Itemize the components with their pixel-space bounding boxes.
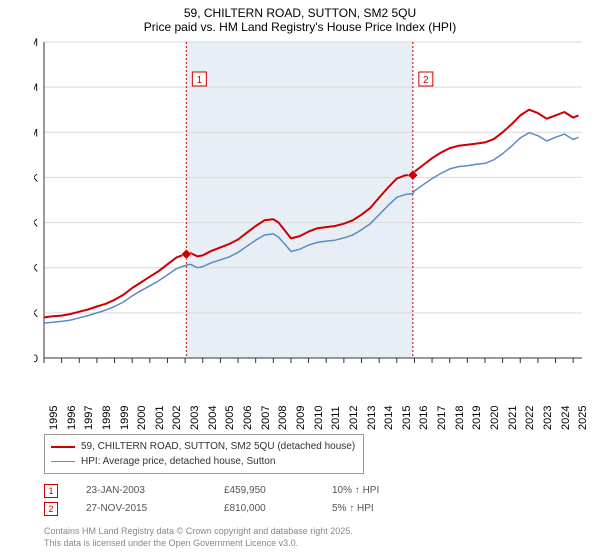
svg-text:£200K: £200K (34, 308, 39, 320)
x-tick-label: 2014 (383, 406, 395, 430)
sales-table: 1 23-JAN-2003 £459,950 10% ↑ HPI 2 27-NOV-201… (44, 482, 600, 518)
x-tick-label: 2013 (366, 406, 378, 430)
chart-plot-area: £0 £200K £400K £600K £800K £1M £1.2M £1.4M 1 2 (34, 38, 594, 378)
chart-title: 59, CHILTERN ROAD, SUTTON, SM2 5QU (0, 6, 600, 20)
x-tick-label: 2025 (577, 406, 589, 430)
x-tick-label: 2006 (242, 406, 254, 430)
x-tick-label: 2011 (330, 406, 342, 430)
x-tick-label: 2004 (207, 406, 219, 430)
svg-text:£1M: £1M (34, 127, 38, 139)
x-tick-label: 2003 (189, 406, 201, 430)
x-tick-label: 1996 (66, 406, 78, 430)
title-block: 59, CHILTERN ROAD, SUTTON, SM2 5QU Price… (0, 0, 600, 38)
x-tick-label: 2009 (295, 406, 307, 430)
svg-text:£1.4M: £1.4M (34, 38, 38, 49)
svg-text:2: 2 (423, 75, 429, 86)
svg-text:£800K: £800K (34, 172, 39, 184)
x-tick-label: 2000 (136, 406, 148, 430)
sale-date: 27-NOV-2015 (86, 500, 196, 518)
x-tick-label: 2008 (277, 406, 289, 430)
sale-row: 2 27-NOV-2015 £810,000 5% ↑ HPI (44, 500, 600, 518)
x-tick-label: 2022 (524, 406, 536, 430)
x-tick-label: 2005 (224, 406, 236, 430)
x-tick-label: 2012 (348, 406, 360, 430)
svg-text:£0: £0 (34, 353, 38, 365)
chart-container: 59, CHILTERN ROAD, SUTTON, SM2 5QU Price… (0, 0, 600, 560)
x-tick-label: 2015 (401, 406, 413, 430)
x-tick-label: 2019 (471, 406, 483, 430)
svg-text:1: 1 (197, 75, 203, 86)
x-tick-label: 1995 (48, 406, 60, 430)
svg-text:£1.2M: £1.2M (34, 82, 38, 94)
x-tick-label: 2017 (436, 406, 448, 430)
sale-price: £810,000 (224, 500, 304, 518)
x-tick-label: 2018 (454, 406, 466, 430)
footnote: Contains HM Land Registry data © Crown c… (44, 526, 600, 549)
x-tick-label: 2001 (154, 406, 166, 430)
sale-date: 23-JAN-2003 (86, 482, 196, 500)
chart-subtitle: Price paid vs. HM Land Registry's House … (0, 20, 600, 34)
x-tick-label: 1997 (83, 406, 95, 430)
legend-label: HPI: Average price, detached house, Sutt… (81, 454, 275, 469)
sale-marker-number: 1 (44, 484, 58, 498)
x-tick-label: 2024 (560, 406, 572, 430)
x-tick-label: 2020 (489, 406, 501, 430)
sale-pct-vs-hpi: 5% ↑ HPI (332, 500, 422, 518)
footnote-line-1: Contains HM Land Registry data © Crown c… (44, 526, 600, 538)
footnote-line-2: This data is licensed under the Open Gov… (44, 538, 600, 550)
svg-text:£400K: £400K (34, 263, 39, 275)
svg-text:£600K: £600K (34, 218, 39, 230)
chart-svg: £0 £200K £400K £600K £800K £1M £1.2M £1.4M 1 2 (34, 38, 594, 378)
legend-swatch (51, 461, 75, 462)
sale-pct-vs-hpi: 10% ↑ HPI (332, 482, 422, 500)
x-tick-label: 2002 (171, 406, 183, 430)
x-tick-label: 2016 (418, 406, 430, 430)
sale-price: £459,950 (224, 482, 304, 500)
sale-marker-number: 2 (44, 502, 58, 516)
x-tick-label: 2021 (507, 406, 519, 430)
x-tick-label: 2023 (542, 406, 554, 430)
legend-row: HPI: Average price, detached house, Sutt… (51, 454, 357, 469)
x-tick-label: 2007 (260, 406, 272, 430)
sale-row: 1 23-JAN-2003 £459,950 10% ↑ HPI (44, 482, 600, 500)
x-tick-label: 1998 (101, 406, 113, 430)
x-tick-label: 1999 (119, 406, 131, 430)
x-axis-labels: 1995 1996 1997 1998 1999 2000 2001 2002 2003 2004… (34, 392, 594, 452)
x-tick-label: 2010 (313, 406, 325, 430)
